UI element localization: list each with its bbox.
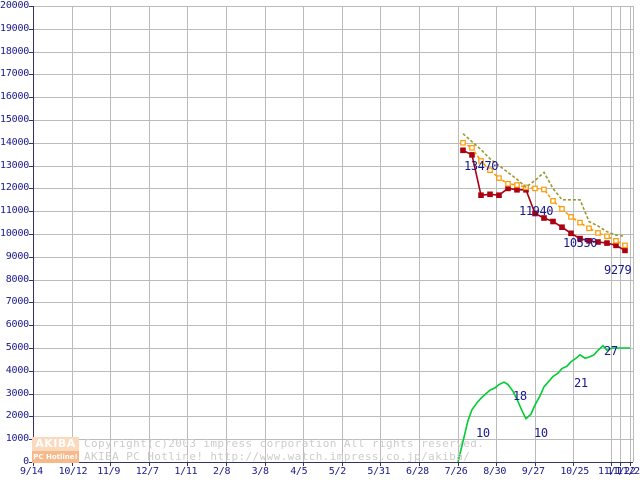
y-axis-tick: 7000 bbox=[5, 296, 29, 308]
y-axis-tick: 20000 bbox=[0, 0, 30, 11]
series-marker-average-price bbox=[496, 175, 502, 181]
series-marker-average-price bbox=[532, 185, 538, 192]
data-point-label: 10 bbox=[534, 426, 548, 440]
data-point-label: 18 bbox=[513, 389, 527, 403]
y-axis-tick: 2000 bbox=[5, 410, 29, 422]
chart-axes bbox=[29, 6, 633, 466]
series-marker-lowest-price bbox=[568, 230, 574, 237]
series-marker-average-price bbox=[595, 230, 601, 236]
series-marker-average-price bbox=[550, 198, 556, 204]
y-axis-tick: 19000 bbox=[0, 22, 30, 34]
x-axis-tick: 10/12 bbox=[58, 466, 88, 477]
series-marker-lowest-price bbox=[613, 242, 619, 249]
y-axis-tick: 13000 bbox=[0, 159, 30, 171]
series-marker-average-price bbox=[622, 242, 628, 249]
series-marker-lowest-price bbox=[460, 147, 466, 154]
y-axis-tick: 9000 bbox=[5, 250, 29, 262]
series-marker-average-price bbox=[559, 206, 565, 212]
series-line-shop-count bbox=[457, 344, 630, 463]
x-axis-tick: 2/8 bbox=[213, 466, 231, 477]
y-axis-tick: 6000 bbox=[5, 319, 29, 331]
chart-series-layer bbox=[457, 133, 630, 463]
data-point-label: 11940 bbox=[519, 204, 554, 218]
series-marker-lowest-price bbox=[586, 238, 592, 244]
series-marker-lowest-price bbox=[550, 218, 556, 225]
data-point-label: 13470 bbox=[464, 159, 499, 173]
series-marker-lowest-price bbox=[559, 224, 565, 231]
y-axis-tick: 0 bbox=[23, 456, 29, 467]
series-marker-average-price bbox=[478, 158, 484, 164]
series-marker-average-price bbox=[568, 214, 574, 220]
series-marker-lowest-price bbox=[496, 192, 502, 199]
x-axis-tick: 11/1 bbox=[598, 466, 621, 477]
series-line-highest-price bbox=[462, 133, 626, 238]
x-axis-tick: 8/30 bbox=[483, 466, 507, 477]
y-axis-tick: 8000 bbox=[5, 273, 29, 285]
series-marker-average-price bbox=[604, 233, 610, 240]
x-axis-tick: 5/31 bbox=[367, 466, 391, 477]
series-marker-average-price bbox=[586, 225, 592, 232]
series-marker-lowest-price bbox=[532, 210, 538, 217]
series-marker-lowest-price bbox=[541, 215, 547, 221]
series-marker-lowest-price bbox=[622, 247, 628, 254]
y-axis-tick: 14000 bbox=[0, 136, 30, 148]
x-axis-tick: 3/8 bbox=[251, 466, 269, 477]
grid-lines bbox=[33, 6, 634, 462]
series-marker-lowest-price bbox=[595, 239, 601, 245]
y-axis-tick: 11000 bbox=[0, 205, 30, 217]
data-point-label: 9279 bbox=[604, 263, 632, 277]
x-axis-tick: 10/25 bbox=[560, 466, 589, 477]
series-marker-average-price bbox=[505, 181, 511, 187]
series-marker-average-price bbox=[577, 219, 583, 226]
x-axis-tick: 12/7 bbox=[135, 466, 159, 477]
data-point-label: 10550 bbox=[563, 236, 598, 250]
data-point-label: 21 bbox=[574, 376, 588, 390]
series-marker-lowest-price bbox=[505, 185, 511, 192]
x-axis-tick: 9/14 bbox=[20, 466, 43, 477]
x-axis-tick: 6/28 bbox=[406, 466, 429, 477]
y-axis-tick: 18000 bbox=[0, 45, 30, 57]
y-axis-tick: 17000 bbox=[0, 68, 30, 80]
series-marker-average-price bbox=[514, 182, 520, 188]
data-point-label: 10 bbox=[476, 426, 490, 440]
series-marker-average-price bbox=[460, 140, 466, 146]
y-axis-tick: 1000 bbox=[5, 433, 29, 445]
x-axis-tick: 7/26 bbox=[444, 466, 468, 477]
x-axis-tick: 4/5 bbox=[290, 466, 308, 477]
series-marker-average-price bbox=[487, 167, 493, 174]
series-marker-average-price bbox=[613, 238, 619, 244]
series-marker-lowest-price bbox=[478, 192, 484, 199]
series-marker-average-price bbox=[469, 145, 475, 151]
series-marker-lowest-price bbox=[487, 191, 493, 198]
series-marker-average-price bbox=[541, 186, 547, 193]
y-axis-tick: 16000 bbox=[0, 91, 30, 103]
y-axis-tick: 5000 bbox=[5, 342, 29, 353]
series-marker-lowest-price bbox=[604, 240, 610, 246]
x-axis-tick: 11/22 bbox=[607, 466, 636, 477]
series-marker-lowest-price bbox=[469, 152, 475, 158]
y-axis-tick: 15000 bbox=[0, 114, 30, 125]
y-axis-tick: 3000 bbox=[5, 387, 29, 399]
x-axis-tick: 5/2 bbox=[328, 466, 346, 477]
x-axis-tick: 1/11 bbox=[174, 466, 198, 477]
data-point-label: 27 bbox=[604, 344, 618, 358]
y-axis-tick: 12000 bbox=[0, 182, 30, 194]
y-axis-tick: 4000 bbox=[5, 364, 29, 376]
x-axis-tick: 9/27 bbox=[521, 466, 545, 477]
x-axis-tick: 11/9 bbox=[97, 466, 121, 477]
y-axis-tick: 10000 bbox=[0, 228, 30, 239]
series-marker-lowest-price bbox=[577, 235, 583, 242]
x-axis-tick: 11/29 bbox=[617, 466, 640, 477]
series-marker-lowest-price bbox=[514, 187, 520, 193]
